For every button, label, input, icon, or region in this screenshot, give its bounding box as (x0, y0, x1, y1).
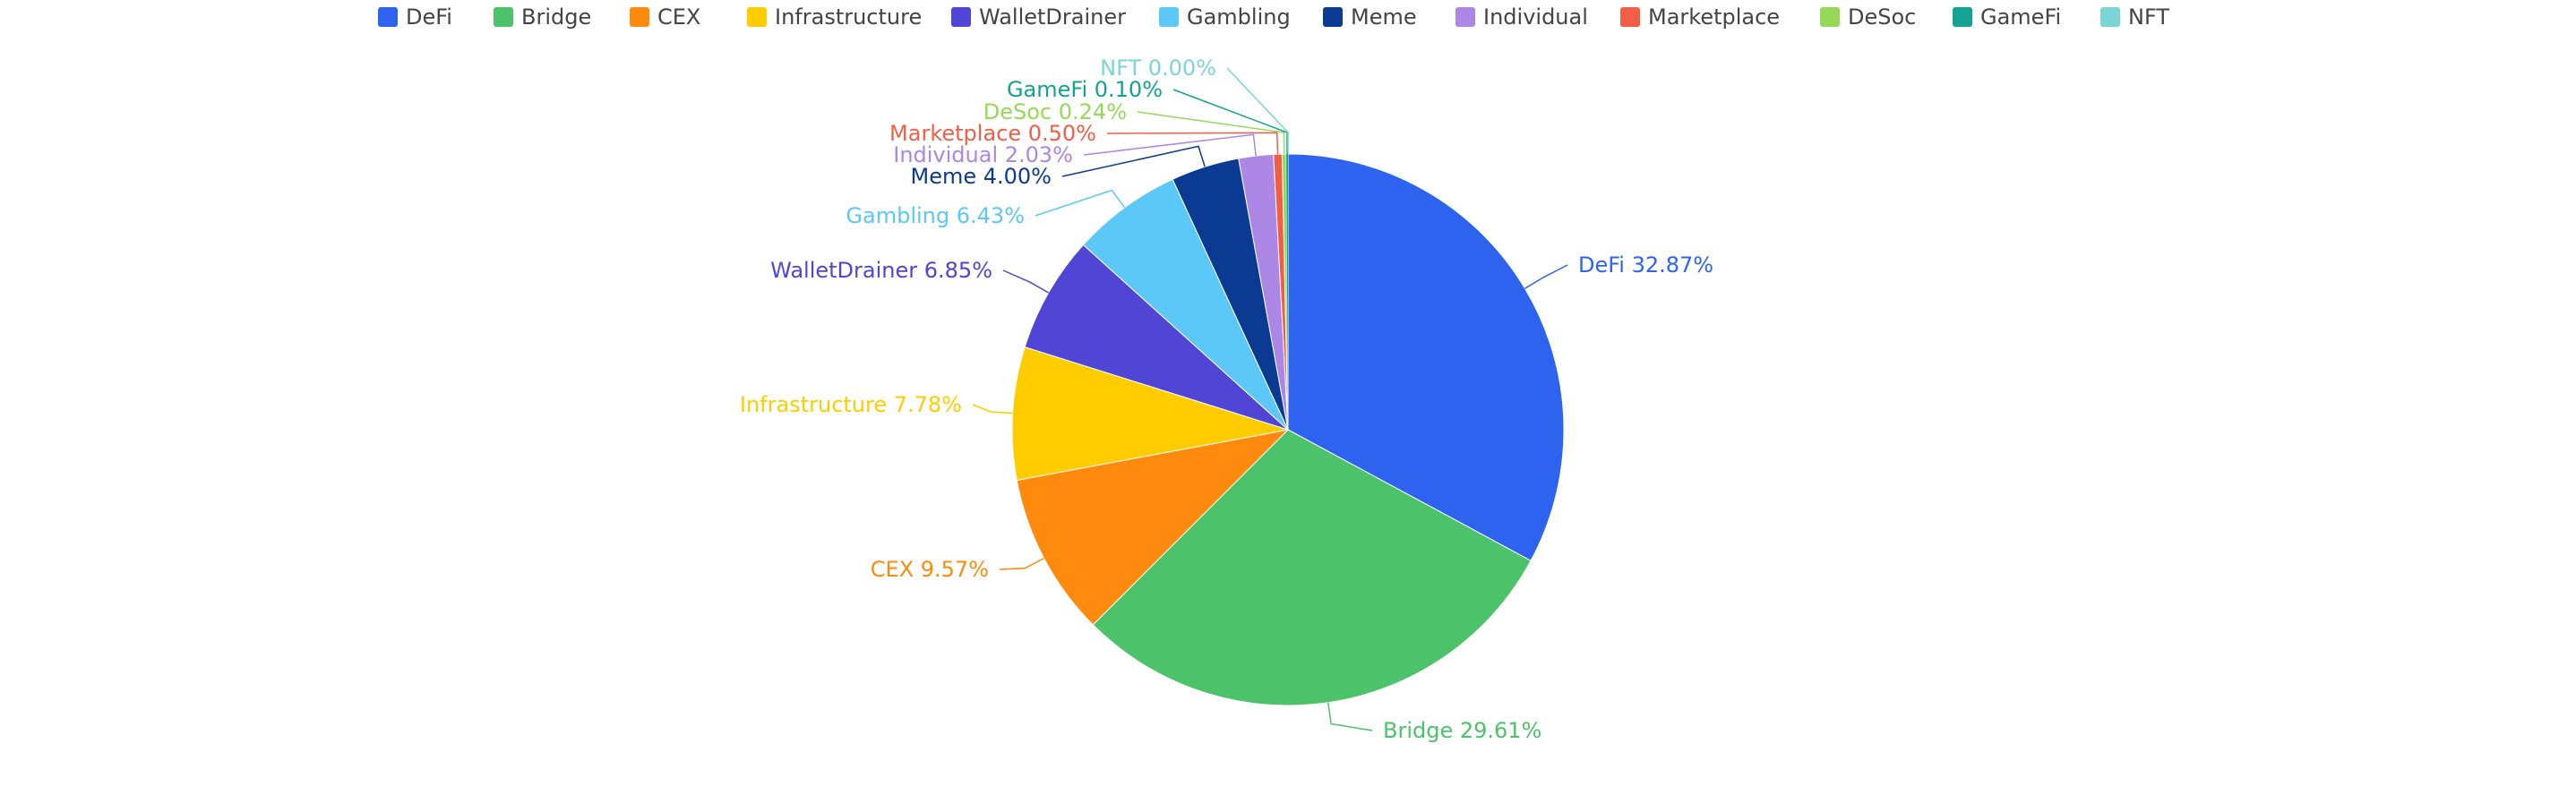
legend-label-infrastructure: Infrastructure (775, 4, 922, 30)
legend-swatch-infrastructure (747, 7, 767, 27)
legend-swatch-individual (1455, 7, 1475, 27)
slice-gambling[interactable] (1082, 178, 1289, 431)
legend-item-bridge[interactable]: Bridge (494, 4, 591, 30)
legend-label-bridge: Bridge (521, 4, 591, 30)
slice-label-marketplace: Marketplace 0.50% (889, 121, 1096, 146)
label-leader-lines (972, 67, 1568, 731)
legend-swatch-walletdrainer (951, 7, 971, 27)
slice-label-walletdrainer: WalletDrainer 6.85% (770, 258, 992, 283)
slice-label-bridge: Bridge 29.61% (1383, 718, 1541, 743)
leader-line-walletdrainer (1002, 269, 1050, 294)
leader-line-gambling (1035, 189, 1126, 217)
leader-line-bridge (1327, 702, 1373, 731)
leader-line-meme (1061, 145, 1206, 177)
leader-line-marketplace (1106, 132, 1279, 155)
slice-label-cex: CEX 9.57% (871, 557, 989, 582)
legend-item-gamefi[interactable]: GameFi (1953, 4, 2061, 30)
legend-item-gambling[interactable]: Gambling (1159, 4, 1291, 30)
legend-label-marketplace: Marketplace (1648, 4, 1780, 30)
slice-infrastructure[interactable] (1011, 346, 1289, 482)
leader-line-gamefi (1172, 89, 1288, 154)
legend-item-marketplace[interactable]: Marketplace (1620, 4, 1780, 30)
leader-line-defi (1524, 264, 1568, 289)
legend-label-walletdrainer: WalletDrainer (979, 4, 1126, 30)
legend-swatch-desoc (1820, 7, 1840, 27)
legend-swatch-meme (1323, 7, 1343, 27)
legend-swatch-gambling (1159, 7, 1179, 27)
slice-desoc[interactable] (1281, 153, 1289, 431)
legend-label-desoc: DeSoc (1848, 4, 1916, 30)
chart-legend: DeFi Bridge CEX Infrastructure WalletDrainer… (378, 4, 2169, 30)
leader-line-individual (1083, 133, 1257, 157)
legend-item-individual[interactable]: Individual (1455, 4, 1588, 30)
legend-swatch-cex (630, 7, 649, 27)
legend-label-defi: DeFi (406, 4, 452, 30)
legend-label-gamefi: GameFi (1980, 4, 2061, 30)
leader-line-nft (1226, 67, 1289, 154)
slice-label-gambling: Gambling 6.43% (846, 203, 1025, 228)
legend-label-cex: CEX (657, 4, 700, 30)
slice-gamefi[interactable] (1286, 154, 1288, 430)
legend-item-nft[interactable]: NFT (2100, 4, 2169, 30)
legend-swatch-bridge (494, 7, 513, 27)
slice-label-desoc: DeSoc 0.24% (983, 99, 1127, 124)
slice-label-individual: Individual 2.03% (893, 142, 1073, 167)
slice-labels: DeFi 32.87% Bridge 29.61% CEX 9.57% Infrast… (740, 56, 1713, 743)
pie-slices (1011, 153, 1565, 706)
legend-label-individual: Individual (1483, 4, 1588, 30)
leader-line-desoc (1137, 111, 1285, 155)
legend-item-walletdrainer[interactable]: WalletDrainer (951, 4, 1126, 30)
leader-line-cex (999, 557, 1044, 570)
legend-swatch-defi (378, 7, 398, 27)
slice-label-meme: Meme 4.00% (911, 164, 1052, 189)
legend-swatch-gamefi (1953, 7, 1972, 27)
leader-line-infrastructure (972, 404, 1013, 415)
legend-item-desoc[interactable]: DeSoc (1820, 4, 1916, 30)
legend-item-meme[interactable]: Meme (1323, 4, 1417, 30)
legend-label-meme: Meme (1351, 4, 1417, 30)
legend-swatch-nft (2100, 7, 2120, 27)
legend-label-gambling: Gambling (1187, 4, 1291, 30)
legend-label-nft: NFT (2128, 4, 2169, 30)
legend-item-cex[interactable]: CEX (630, 4, 700, 30)
slice-label-nft: NFT 0.00% (1100, 56, 1216, 81)
slice-label-infrastructure: Infrastructure 7.78% (740, 392, 962, 417)
legend-item-infrastructure[interactable]: Infrastructure (747, 4, 922, 30)
legend-swatch-marketplace (1620, 7, 1640, 27)
legend-item-defi[interactable]: DeFi (378, 4, 452, 30)
slice-label-defi: DeFi 32.87% (1578, 252, 1713, 278)
slice-label-gamefi: GameFi 0.10% (1007, 77, 1163, 102)
slice-cex[interactable] (1016, 429, 1290, 626)
